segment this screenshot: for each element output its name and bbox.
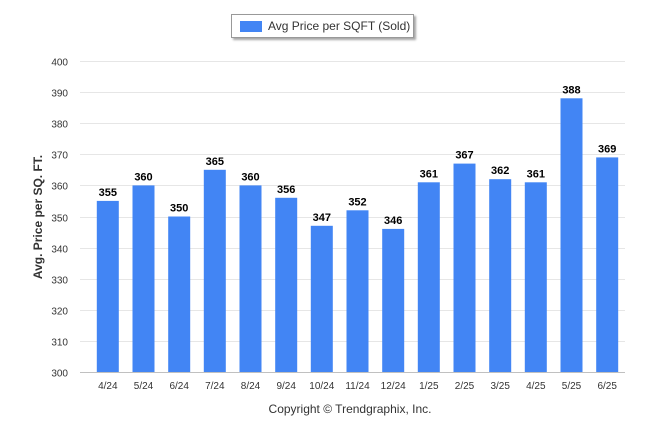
y-tick-label: 340: [51, 245, 68, 256]
x-tick-label: 8/24: [241, 381, 261, 392]
y-tick-label: 350: [51, 214, 68, 225]
legend: Avg Price per SQFT (Sold): [231, 14, 414, 38]
y-tick-label: 390: [51, 89, 68, 100]
data-label: 355: [99, 187, 117, 199]
x-tick-label: 12/24: [381, 381, 406, 392]
x-tick-label: 5/24: [134, 381, 154, 392]
bar-6-25: [596, 157, 619, 372]
bar-7-24: [203, 169, 226, 372]
x-tick-label: 4/24: [98, 381, 118, 392]
x-tick-label: 1/25: [419, 381, 439, 392]
y-tick-label: 360: [51, 182, 68, 193]
x-tick-label: 11/24: [345, 381, 370, 392]
data-label: 347: [313, 212, 331, 224]
x-tick-label: 10/24: [309, 381, 334, 392]
x-tick-label: 2/25: [455, 381, 475, 392]
data-label: 346: [384, 215, 402, 227]
bar-6-24: [168, 216, 191, 372]
bar-12-24: [382, 228, 405, 372]
bar-8-24: [239, 185, 262, 372]
data-label: 350: [170, 203, 188, 215]
data-labels: 355 360 350 365 360 356 347 352 346 361 367 362 361 3…: [99, 84, 617, 227]
data-label: 360: [241, 171, 259, 183]
bar-9-24: [275, 197, 298, 372]
y-tick-label: 320: [51, 307, 68, 318]
data-label: 352: [348, 196, 366, 208]
y-tick-label: 300: [51, 369, 68, 380]
y-tick-label: 400: [51, 58, 68, 69]
bars: [96, 98, 619, 373]
x-tick-label: 5/25: [562, 381, 582, 392]
data-label: 360: [134, 171, 152, 183]
bar-3-25: [489, 179, 512, 372]
bar-10-24: [310, 225, 333, 372]
data-label: 362: [491, 165, 509, 177]
x-tick-label: 4/25: [526, 381, 546, 392]
data-label: 367: [455, 150, 473, 162]
x-tick-label: 7/24: [205, 381, 225, 392]
data-label: 388: [562, 84, 580, 96]
x-tick-label: 6/24: [169, 381, 189, 392]
data-label: 361: [420, 168, 438, 180]
bar-1-25: [417, 182, 440, 372]
x-tick-label: 3/25: [490, 381, 510, 392]
data-label: 361: [527, 168, 545, 180]
y-tick-labels: 300 310 320 330 340 350 360 370 380 390 400: [51, 58, 68, 380]
bar-2-25: [453, 163, 476, 372]
x-tick-labels: 4/24 5/24 6/24 7/24 8/24 9/24 10/24 11/24 12/24 1…: [98, 381, 617, 392]
y-tick-label: 310: [51, 338, 68, 349]
x-tick-label: 9/24: [276, 381, 296, 392]
data-label: 356: [277, 184, 295, 196]
x-tick-label: 6/25: [597, 381, 617, 392]
bar-5-25: [560, 98, 583, 373]
legend-swatch: [240, 20, 262, 32]
copyright-text: Copyright © Trendgraphix, Inc.: [268, 402, 432, 416]
data-label: 369: [598, 143, 616, 155]
y-tick-label: 330: [51, 276, 68, 287]
bar-5-24: [132, 185, 155, 372]
y-tick-label: 380: [51, 120, 68, 131]
bar-11-24: [346, 210, 369, 372]
legend-label: Avg Price per SQFT (Sold): [268, 19, 411, 33]
data-label: 365: [206, 156, 224, 168]
bar-4-24: [96, 200, 119, 372]
bar-4-25: [524, 182, 547, 372]
y-tick-label: 370: [51, 151, 68, 162]
